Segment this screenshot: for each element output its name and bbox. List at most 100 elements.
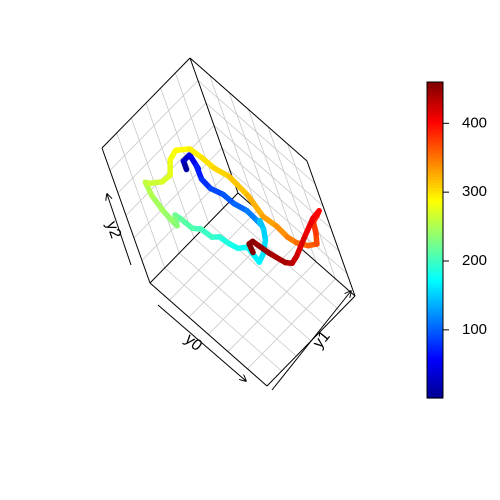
colorbar-swatch — [427, 274, 443, 278]
colorbar-swatch — [427, 226, 443, 231]
colorbar-swatch — [427, 250, 443, 254]
colorbar-swatch — [427, 374, 443, 378]
box-edge — [101, 57, 191, 149]
colorbar-swatch — [427, 287, 443, 291]
colorbar-swatch — [427, 305, 443, 310]
colorbar-swatch — [427, 161, 443, 165]
trajectory-segment — [226, 173, 251, 199]
colorbar-swatch — [427, 237, 443, 241]
colorbar-swatch — [427, 129, 443, 133]
colorbar-swatch — [427, 258, 443, 262]
colorbar-swatch — [427, 350, 443, 354]
colorbar-swatch — [427, 216, 443, 220]
colorbar-swatch — [427, 184, 443, 188]
colorbar-swatch — [427, 213, 443, 217]
colorbar-swatch — [427, 279, 443, 283]
colorbar-swatch — [427, 392, 443, 396]
colorbar-swatch — [427, 324, 443, 328]
colorbar-swatch — [427, 266, 443, 270]
colorbar-swatch — [427, 179, 443, 183]
colorbar-swatch — [427, 276, 443, 281]
colorbar-swatch — [427, 126, 443, 130]
colorbar-swatch — [427, 255, 443, 260]
colorbar-swatch — [427, 142, 443, 146]
colorbar-swatch — [427, 345, 443, 349]
colorbar-swatch — [427, 158, 443, 162]
colorbar-swatch — [427, 113, 443, 117]
colorbar-swatch — [427, 103, 443, 107]
colorbar-swatch — [427, 163, 443, 167]
colorbar-swatch — [427, 89, 443, 94]
colorbar-swatch — [427, 371, 443, 375]
grid-back-z — [197, 80, 316, 184]
trajectory-segment — [301, 215, 316, 242]
colorbar-swatch — [427, 197, 443, 202]
box-edge — [306, 160, 356, 297]
colorbar-swatch — [427, 384, 443, 389]
colorbar-swatch — [427, 363, 443, 367]
z-axis-label: y2 — [102, 219, 124, 241]
colorbar-swatch — [427, 168, 443, 173]
colorbar-swatch — [427, 195, 443, 199]
colorbar-swatch — [427, 271, 443, 275]
colorbar-swatch — [427, 200, 443, 204]
trajectory-segment — [249, 238, 273, 256]
colorbar-swatch — [427, 316, 443, 320]
colorbar-tick-label: 200 — [462, 252, 487, 269]
z-axis-arrow — [107, 194, 132, 266]
box-edge — [189, 57, 239, 194]
colorbar-swatch — [427, 366, 443, 370]
colorbar-tick-label: 300 — [462, 183, 487, 200]
colorbar-swatch — [427, 139, 443, 144]
colorbar-swatch — [427, 297, 443, 302]
colorbar-swatch — [427, 182, 443, 186]
colorbar-swatch — [427, 121, 443, 125]
colorbar-swatch — [427, 234, 443, 238]
colorbar-swatch — [427, 382, 443, 386]
colorbar-swatch — [427, 192, 443, 196]
colorbar-swatch — [427, 319, 443, 323]
colorbar-swatch — [427, 284, 443, 288]
colorbar-swatch — [427, 313, 443, 317]
trajectory-line — [142, 146, 322, 267]
colorbar-swatch — [427, 218, 443, 223]
colorbar-swatch — [427, 355, 443, 360]
colorbar-swatch — [427, 155, 443, 159]
trajectory-segment — [260, 213, 280, 229]
box-edge — [149, 282, 268, 387]
colorbar-swatch — [427, 229, 443, 233]
colorbar-swatch — [427, 187, 443, 191]
colorbar-swatch — [427, 303, 443, 307]
colorbar-swatch — [427, 261, 443, 265]
colorbar-swatch — [427, 221, 443, 225]
colorbar-swatch — [427, 334, 443, 339]
colorbar-swatch — [427, 245, 443, 249]
colorbar-swatch — [427, 358, 443, 362]
colorbar-swatch — [427, 376, 443, 381]
colorbar-tick-label: 100 — [462, 321, 487, 338]
colorbar-swatch — [427, 390, 443, 394]
colorbar-swatch — [427, 311, 443, 315]
colorbar-swatch — [427, 347, 443, 352]
colorbar-swatch — [427, 326, 443, 331]
colorbar-swatch — [427, 395, 443, 399]
colorbar-frame — [426, 81, 444, 399]
colorbar-swatch — [427, 353, 443, 357]
colorbar-swatch — [427, 205, 443, 209]
colorbar-swatch — [427, 379, 443, 383]
colorbar-swatch — [427, 132, 443, 136]
colorbar-swatch — [427, 282, 443, 286]
colorbar-swatch — [427, 268, 443, 273]
colorbar-tick-label: 400 — [462, 114, 487, 131]
trajectory-segment — [293, 235, 307, 259]
colorbar-swatch — [427, 118, 443, 123]
colorbar-swatch — [427, 166, 443, 170]
grid-left-z — [109, 80, 199, 171]
trajectory-segment — [245, 192, 266, 220]
trajectory-segment — [266, 250, 289, 266]
colorbar-swatch — [427, 240, 443, 244]
colorbar-swatch — [427, 369, 443, 373]
trajectory-segment — [246, 241, 256, 256]
x-axis-arrow — [157, 304, 246, 381]
